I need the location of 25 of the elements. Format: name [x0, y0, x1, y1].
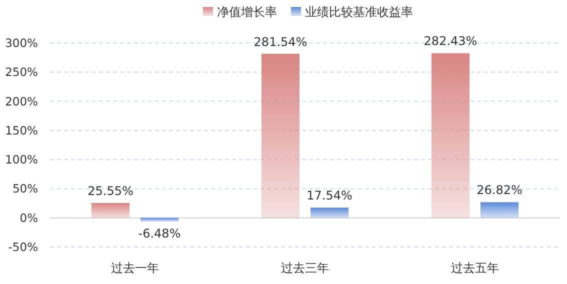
x-tick-label: 过去五年	[451, 261, 499, 275]
y-tick-label: 300%	[5, 36, 38, 50]
y-tick-label: 0%	[20, 210, 38, 225]
legend-label: 净值增长率	[217, 5, 277, 19]
data-label: 17.54%	[306, 188, 352, 203]
bar	[92, 202, 130, 218]
bar	[432, 53, 470, 218]
x-tick-label: 过去一年	[111, 261, 159, 275]
data-label: 281.54%	[254, 34, 308, 49]
bar	[140, 218, 178, 222]
data-label: 26.82%	[476, 183, 522, 198]
bar	[310, 208, 348, 218]
y-tick-label: 100%	[5, 152, 38, 167]
data-label: -6.48%	[138, 226, 181, 241]
y-tick-label: -50%	[8, 240, 38, 254]
x-tick-label: 过去三年	[281, 261, 329, 275]
bar	[480, 202, 518, 218]
data-label: 282.43%	[424, 34, 478, 48]
y-tick-label: 200%	[5, 94, 38, 108]
y-tick-label: 250%	[5, 65, 38, 80]
data-label: 25.55%	[88, 184, 134, 198]
legend-label: 业绩比较基准收益率	[305, 5, 413, 19]
y-tick-label: 50%	[12, 182, 38, 196]
y-tick-label: 150%	[5, 123, 38, 138]
bar	[262, 54, 300, 218]
